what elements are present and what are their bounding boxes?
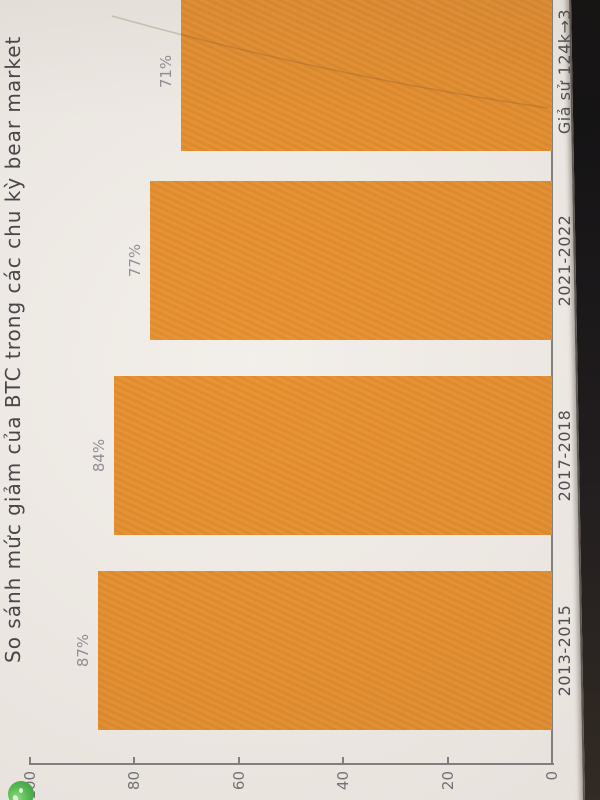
category-label: 2021-2022: [555, 214, 574, 307]
category-label: 2017-2018: [555, 409, 574, 502]
category-label: Giả sử 124k→3: [555, 8, 574, 135]
y-axis: [30, 763, 554, 765]
green-dot-icon: [8, 781, 34, 800]
green-dot-highlight: [19, 788, 23, 793]
y-tick-mark: [29, 757, 31, 765]
bar-Giả sử 124k→3: [181, 0, 552, 151]
bar-value-label: 77%: [126, 243, 145, 278]
y-tick-mark: [342, 757, 345, 765]
chart-title: So sánh mức giảm của BTC trong các chu k…: [1, 35, 25, 663]
y-tick-label: 20: [438, 771, 457, 791]
bar-2017-2018: [113, 376, 552, 535]
green-dot-highlight: [11, 794, 20, 800]
y-tick-label: 80: [125, 771, 144, 791]
y-tick-label: 40: [334, 771, 353, 791]
category-label: 2013-2015: [555, 604, 574, 697]
bar-value-label: 71%: [157, 54, 176, 89]
y-tick-mark: [551, 757, 553, 765]
bar-2021-2022: [150, 181, 552, 340]
bar-2013-2015: [97, 571, 552, 730]
y-tick-mark: [446, 757, 449, 765]
y-tick-mark: [237, 757, 240, 765]
bar-value-label: 87%: [73, 633, 92, 668]
y-tick-mark: [133, 757, 136, 765]
y-tick-label: 0: [543, 771, 561, 781]
y-tick-label: 60: [229, 771, 248, 791]
bar-value-label: 84%: [89, 438, 108, 473]
